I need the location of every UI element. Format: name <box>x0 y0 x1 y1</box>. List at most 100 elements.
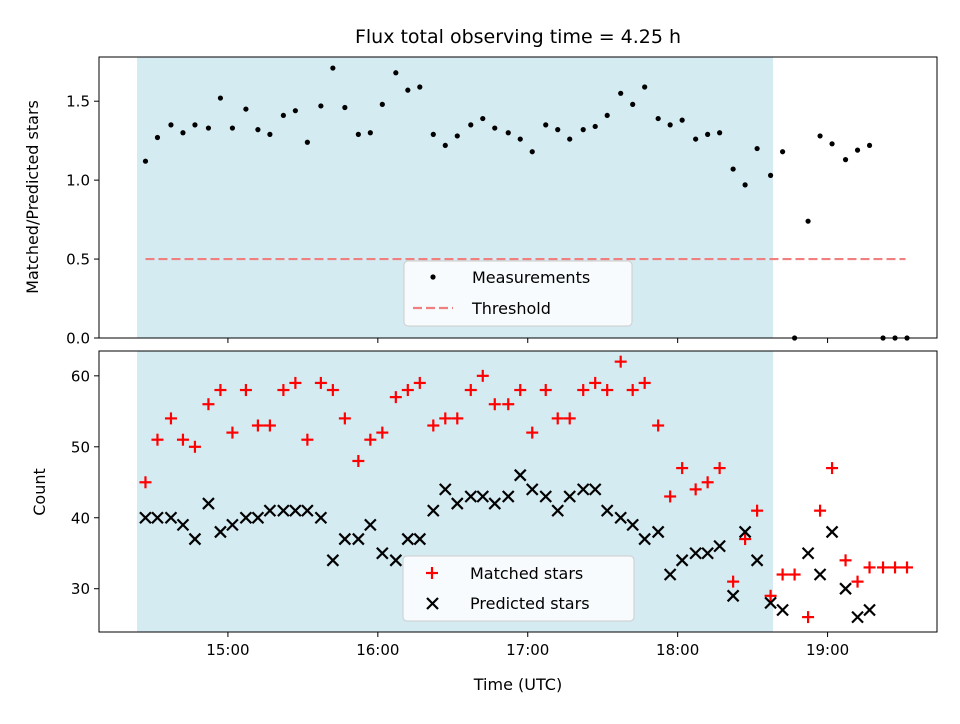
x-axis-label: Time (UTC) <box>473 675 562 694</box>
predicted-stars-point <box>226 518 239 532</box>
predicted-stars-point <box>501 490 515 503</box>
measurements-point <box>267 131 273 137</box>
predicted-stars-point <box>188 532 202 546</box>
predicted-stars-point <box>476 490 490 503</box>
top-marks <box>142 65 910 341</box>
matched-stars-point <box>776 568 789 581</box>
matched-stars-point <box>488 398 501 411</box>
predicted-stars-point <box>164 511 178 525</box>
measurements-point <box>717 130 723 136</box>
matched-stars-point <box>476 369 489 382</box>
measurements-point <box>355 131 361 137</box>
measurements-point <box>618 90 624 96</box>
matched-stars-point <box>601 384 614 397</box>
matched-stars-point <box>139 476 152 489</box>
measurements-point <box>243 106 249 112</box>
matched-stars-point <box>338 412 351 425</box>
matched-stars-point <box>814 504 827 517</box>
legend-label-predicted-stars: Predicted stars <box>470 594 590 613</box>
legend-marker-predicted-stars <box>426 597 439 610</box>
measurements-point <box>330 65 336 71</box>
matched-stars-point <box>364 433 377 446</box>
matched-stars-point <box>176 433 189 446</box>
matched-stars-point <box>251 419 264 432</box>
matched-stars-point <box>614 355 627 368</box>
predicted-stars-point <box>451 497 464 510</box>
predicted-stars-point <box>413 532 427 546</box>
matched-stars-point <box>589 376 602 389</box>
measurements-point <box>442 142 448 149</box>
predicted-stars-point <box>839 582 852 595</box>
predicted-stars-point <box>701 546 714 560</box>
matched-stars-point <box>188 440 201 453</box>
measurements-point <box>592 123 598 130</box>
measurements-point <box>318 103 324 109</box>
predicted-stars-point <box>277 504 290 517</box>
measurements-point <box>730 166 736 172</box>
matched-stars-point <box>514 384 527 397</box>
measurements-point <box>829 141 835 147</box>
measurements-point <box>693 136 699 142</box>
bottom-y-axis-label: Count <box>30 468 49 516</box>
matched-stars-point <box>851 575 864 588</box>
bottom-x-tick-label: 18:00 <box>656 641 699 659</box>
predicted-stars-point <box>863 603 876 617</box>
predicted-stars-point <box>251 511 265 525</box>
top-panel: 0.0 0.5 1.0 1.5 Matched/Predicted stars Mea… <box>23 56 938 348</box>
measurements-point <box>567 136 573 142</box>
measurements-point <box>192 122 198 128</box>
measurements-point <box>767 172 774 178</box>
measurements-point <box>705 131 711 137</box>
predicted-stars-point <box>525 483 539 496</box>
matched-stars-point <box>226 426 239 439</box>
bottom-ticks: 30 40 50 60 15:00 16:00 17:00 18:00 19:00 <box>71 367 849 659</box>
measurements-point <box>805 218 811 224</box>
bottom-x-tick-label: 19:00 <box>806 641 849 659</box>
matched-stars-point <box>451 412 464 425</box>
predicted-stars-point <box>539 490 553 503</box>
measurements-point <box>468 122 474 128</box>
predicted-stars-point <box>214 525 227 539</box>
bottom-marks <box>139 355 914 624</box>
predicted-stars-point <box>675 554 689 567</box>
top-y-tick-label: 1.0 <box>66 172 90 190</box>
matched-stars-point <box>202 398 215 411</box>
top-y-tick-label: 0.0 <box>66 330 90 348</box>
top-y-tick-label: 0.5 <box>66 251 90 269</box>
measurements-point <box>679 117 685 123</box>
predicted-stars-point <box>314 511 328 525</box>
matched-stars-point <box>427 419 440 432</box>
matched-stars-point <box>352 454 365 467</box>
matched-stars-point <box>539 384 552 397</box>
measurements-point <box>417 84 423 90</box>
measurements-point <box>655 115 661 122</box>
predicted-stars-point <box>689 546 702 560</box>
matched-stars-point <box>376 426 389 439</box>
measurements-point <box>742 182 748 188</box>
measurements-point <box>168 122 174 128</box>
predicted-stars-point <box>825 525 839 539</box>
predicted-stars-point <box>488 497 502 510</box>
top-y-tick-label: 1.5 <box>66 93 90 111</box>
predicted-stars-point <box>588 483 602 496</box>
measurements-point <box>754 145 760 152</box>
measurements-point <box>480 115 486 122</box>
measurements-point <box>630 101 636 107</box>
matched-stars-point <box>314 376 327 389</box>
measurements-point <box>205 125 212 131</box>
matched-stars-point <box>164 412 177 425</box>
measurements-point <box>517 136 523 142</box>
predicted-stars-point <box>364 518 377 532</box>
matched-stars-point <box>751 504 764 517</box>
predicted-stars-point <box>427 504 440 517</box>
measurements-point <box>604 112 610 119</box>
chart-title: Flux total observing time = 4.25 h <box>355 26 681 48</box>
matched-stars-point <box>526 426 539 439</box>
matched-stars-point <box>577 384 590 397</box>
legend-label-measurements: Measurements <box>472 268 590 287</box>
matched-stars-point <box>701 476 714 489</box>
matched-stars-point <box>889 561 902 574</box>
predicted-stars-point <box>139 511 152 525</box>
matched-stars-point <box>239 384 252 397</box>
predicted-stars-point <box>239 511 253 525</box>
